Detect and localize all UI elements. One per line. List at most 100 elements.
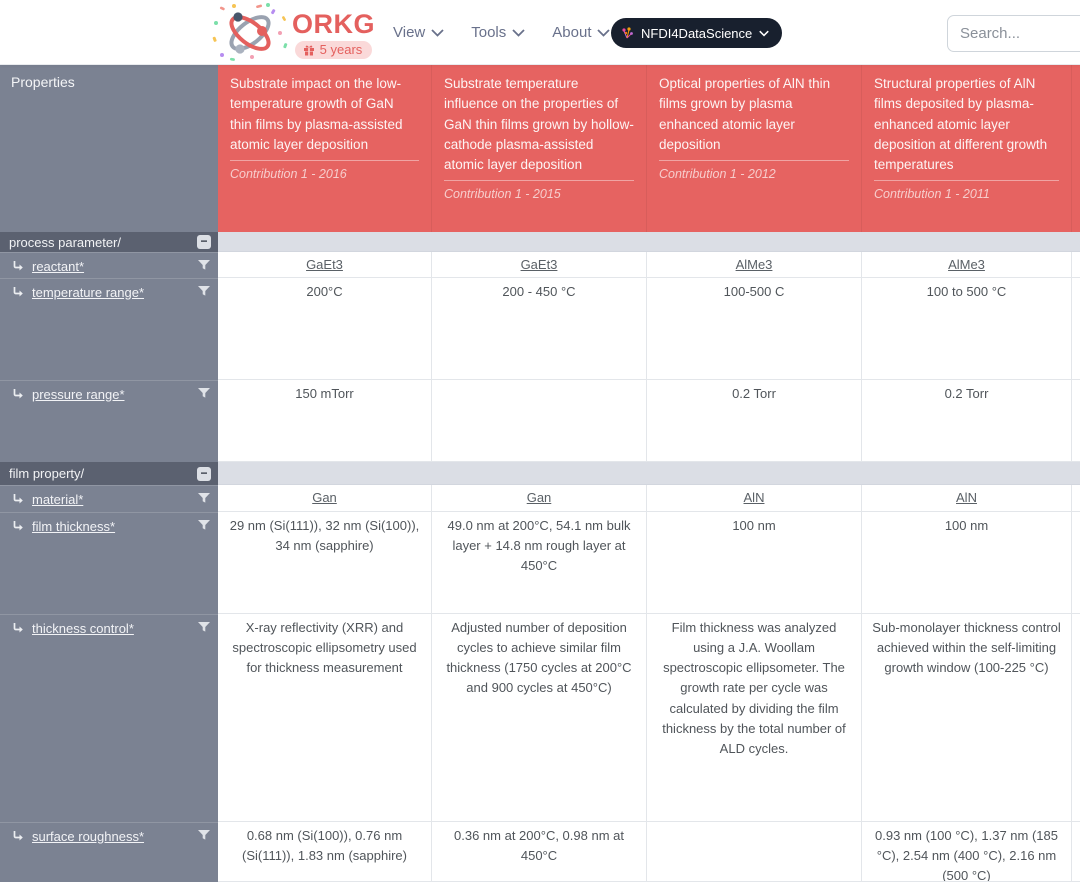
nav-tools-label: Tools: [471, 24, 507, 41]
table-cell: X-ray reflectivity (XRR) and spectroscop…: [218, 614, 432, 822]
table-cell-partial: [1072, 485, 1080, 512]
filter-icon[interactable]: [198, 493, 210, 503]
table-cell-partial: [1072, 252, 1080, 278]
sidebar-item-film-thickness: film thickness*: [0, 512, 218, 614]
collapse-minus-icon[interactable]: −: [197, 466, 211, 481]
table-row-film-thickness: 29 nm (Si(111)), 32 nm (Si(100)), 34 nm …: [218, 512, 1080, 614]
enter-arrow-icon: [13, 389, 23, 399]
sidebar-item-material: material*: [0, 485, 218, 512]
table-cell: 49.0 nm at 200°C, 54.1 nm bulk layer + 1…: [432, 512, 647, 614]
table-cell-partial: [1072, 614, 1080, 822]
paper-header-partial: [1072, 65, 1080, 232]
group-label: film property/: [9, 466, 85, 481]
property-link[interactable]: thickness control*: [32, 621, 134, 636]
anniversary-badge-label: 5 years: [319, 42, 363, 57]
nav-about[interactable]: About: [552, 24, 611, 41]
nfdi-logo-icon: [622, 27, 633, 39]
filter-icon[interactable]: [198, 260, 210, 270]
brand-wordmark: ORKG: [292, 9, 375, 39]
property-group-process-parameter: process parameter/ −: [0, 232, 218, 252]
filter-icon[interactable]: [198, 388, 210, 398]
table-row-pressure-range: 150 mTorr 0.2 Torr 0.2 Torr: [218, 380, 1080, 462]
value-link[interactable]: AlN: [956, 490, 977, 505]
table-cell-partial: [1072, 278, 1080, 380]
nav-view[interactable]: View: [393, 24, 444, 41]
contribution-link[interactable]: Contribution 1 - 2012: [659, 160, 849, 184]
paper-title-link[interactable]: Optical properties of AlN thin films gro…: [659, 76, 831, 152]
property-link[interactable]: reactant*: [32, 259, 85, 274]
property-link[interactable]: pressure range*: [32, 387, 125, 402]
table-cell-partial: [1072, 380, 1080, 462]
table-cell: GaEt3: [432, 252, 647, 278]
group-label: process parameter/: [9, 234, 121, 250]
nav-view-label: View: [393, 24, 426, 41]
gift-icon: [303, 45, 314, 55]
nav-tools[interactable]: Tools: [471, 24, 525, 41]
table-cell: 0.2 Torr: [862, 380, 1072, 462]
table-cell: 100-500 C: [647, 278, 862, 380]
properties-title: Properties: [11, 74, 75, 90]
value-link[interactable]: GaEt3: [306, 257, 343, 272]
table-cell: Gan: [432, 485, 647, 512]
chevron-down-icon: [759, 30, 770, 37]
value-link[interactable]: GaEt3: [520, 257, 558, 272]
value-link[interactable]: AlMe3: [735, 257, 773, 272]
table-cell: 100 nm: [862, 512, 1072, 614]
sidebar-item-reactant: reactant*: [0, 252, 218, 278]
table-cell: Sub-monolayer thickness control achieved…: [862, 614, 1072, 822]
contribution-link[interactable]: Contribution 1 - 2011: [874, 180, 1059, 204]
table-cell: [647, 822, 862, 882]
table-cell: 150 mTorr: [218, 380, 432, 462]
paper-title-link[interactable]: Substrate temperature influence on the p…: [444, 76, 634, 172]
contribution-link[interactable]: Contribution 1 - 2016: [230, 160, 419, 184]
comparison-table: Properties process parameter/ − reactant…: [0, 65, 1080, 882]
property-link[interactable]: surface roughness*: [32, 829, 145, 844]
group-band-film-property: [218, 462, 1080, 485]
paper-title-link[interactable]: Structural properties of AlN films depos…: [874, 76, 1048, 172]
paper-header-row: Substrate impact on the low-temperature …: [218, 65, 1080, 232]
property-link[interactable]: film thickness*: [32, 519, 116, 534]
enter-arrow-icon: [13, 831, 23, 841]
paper-title-link[interactable]: Substrate impact on the low-temperature …: [230, 76, 403, 152]
filter-icon[interactable]: [198, 286, 210, 296]
table-row-material: Gan Gan AlN AlN: [218, 485, 1080, 512]
nfdi4datascience-dropdown[interactable]: NFDI4DataScience: [611, 18, 783, 48]
table-cell: AlN: [862, 485, 1072, 512]
enter-arrow-icon: [13, 494, 23, 504]
orkg-logo[interactable]: ORKG 5 years: [212, 3, 375, 61]
table-cell: 29 nm (Si(111)), 32 nm (Si(100)), 34 nm …: [218, 512, 432, 614]
group-band-process-parameter: [218, 232, 1080, 252]
value-link[interactable]: Gan: [312, 490, 337, 505]
table-cell: 0.93 nm (100 °C), 1.37 nm (185 °C), 2.54…: [862, 822, 1072, 882]
main-nav: View Tools About: [393, 0, 611, 65]
search-input[interactable]: [947, 15, 1080, 52]
enter-arrow-icon: [13, 623, 23, 633]
table-cell: Film thickness was analyzed using a J.A.…: [647, 614, 862, 822]
sidebar-item-surface-roughness: surface roughness*: [0, 822, 218, 882]
filter-icon[interactable]: [198, 830, 210, 840]
table-cell: Gan: [218, 485, 432, 512]
chevron-down-icon: [512, 28, 525, 37]
table-cell: 100 nm: [647, 512, 862, 614]
filter-icon[interactable]: [198, 622, 210, 632]
sidebar-item-pressure-range: pressure range*: [0, 380, 218, 462]
filter-icon[interactable]: [198, 520, 210, 530]
table-cell: 0.68 nm (Si(100)), 0.76 nm (Si(111)), 1.…: [218, 822, 432, 882]
table-row-temperature-range: 200°C 200 - 450 °C 100-500 C 100 to 500 …: [218, 278, 1080, 380]
nfdi4datascience-label: NFDI4DataScience: [641, 25, 753, 41]
contribution-link[interactable]: Contribution 1 - 2015: [444, 180, 634, 204]
table-cell: AlMe3: [862, 252, 1072, 278]
table-cell: AlMe3: [647, 252, 862, 278]
property-link[interactable]: material*: [32, 492, 84, 507]
nav-about-label: About: [552, 24, 592, 41]
table-cell: GaEt3: [218, 252, 432, 278]
collapse-minus-icon[interactable]: −: [197, 235, 211, 249]
value-link[interactable]: Gan: [526, 490, 552, 505]
value-link[interactable]: AlN: [743, 490, 765, 505]
table-cell: 200°C: [218, 278, 432, 380]
chevron-down-icon: [431, 28, 444, 37]
enter-arrow-icon: [13, 261, 23, 271]
property-link[interactable]: temperature range*: [32, 285, 145, 300]
value-link[interactable]: AlMe3: [948, 257, 985, 272]
